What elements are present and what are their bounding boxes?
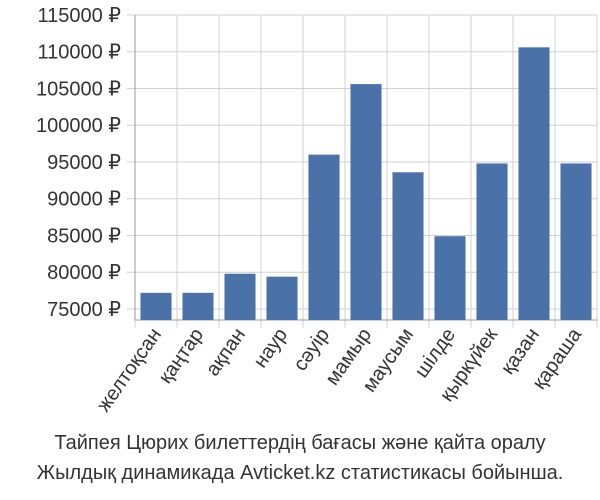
y-tick-label: 90000 ₽ — [47, 189, 121, 211]
x-tick-label: желтоқсан — [93, 324, 166, 416]
bars — [140, 47, 592, 321]
y-tick-label: 100000 ₽ — [36, 115, 121, 137]
bar — [434, 236, 466, 320]
bar — [140, 292, 172, 320]
y-tick-label: 110000 ₽ — [37, 42, 121, 64]
bar — [308, 154, 340, 320]
y-tick-label: 105000 ₽ — [36, 78, 121, 100]
bar — [560, 163, 592, 320]
y-tick-label: 75000 ₽ — [47, 299, 121, 321]
bar — [392, 172, 424, 320]
caption-line-1: Тайпея Цюрих билеттердің бағасы және қай… — [54, 432, 546, 454]
x-tick-label: қаңтар — [154, 324, 208, 387]
x-tick-label: наур — [250, 324, 293, 372]
bar-chart: 75000 ₽ 80000 ₽ 85000 ₽ 90000 ₽ 95000 ₽ 10000… — [36, 5, 598, 416]
caption-line-2: Жылдық динамикада Avticket.kz статистика… — [36, 462, 564, 484]
bar — [182, 292, 214, 320]
bar — [350, 84, 382, 320]
bar — [476, 163, 508, 320]
y-tick-label: 80000 ₽ — [47, 262, 121, 284]
x-tick-label: ақпан — [202, 324, 250, 380]
y-tick-label: 85000 ₽ — [47, 225, 121, 247]
bar — [224, 273, 256, 320]
y-tick-label: 95000 ₽ — [47, 152, 121, 174]
bar — [266, 276, 298, 320]
y-tick-labels: 75000 ₽ 80000 ₽ 85000 ₽ 90000 ₽ 95000 ₽ 10000… — [36, 5, 121, 321]
bar — [518, 47, 550, 321]
y-tick-label: 115000 ₽ — [37, 5, 121, 27]
